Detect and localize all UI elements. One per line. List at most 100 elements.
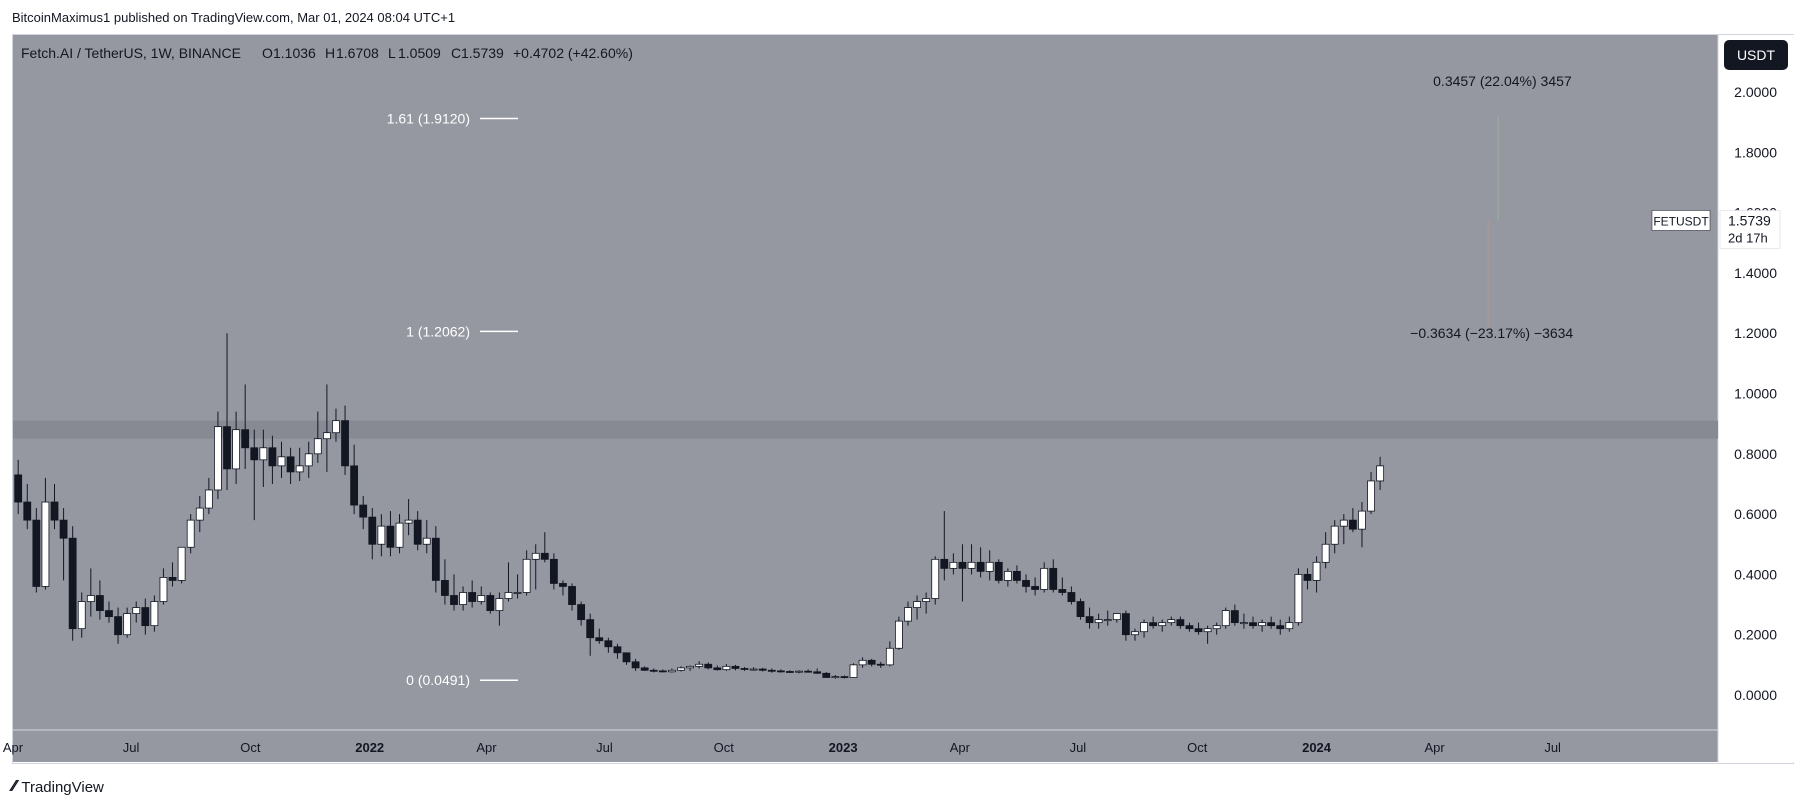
x-tick-label: Apr: [950, 740, 971, 755]
candle-bearish: [958, 561, 967, 569]
symbol-tag: [1651, 210, 1711, 231]
candle-bullish: [1221, 610, 1230, 627]
candle-bullish: [332, 420, 340, 434]
plot-background: [13, 35, 1718, 730]
candle-bearish: [32, 519, 41, 587]
candle-bearish: [804, 670, 813, 673]
y-tick-label: 1.0000: [1734, 386, 1777, 402]
price-tag-value: 1.5739: [1728, 212, 1771, 228]
candle-bullish: [150, 601, 159, 627]
candle-bearish: [1022, 580, 1030, 587]
candle-bearish: [23, 501, 32, 521]
candle-bullish: [395, 522, 404, 548]
candle-bullish: [232, 429, 240, 470]
x-tick-label: Jul: [1070, 740, 1087, 755]
candle-bullish: [1203, 628, 1212, 633]
x-tick-label: Jul: [123, 740, 140, 755]
candle-bullish: [722, 665, 731, 671]
candle-bearish: [368, 516, 377, 545]
candle-bullish: [695, 663, 704, 667]
candle-bearish: [341, 420, 349, 467]
candle-bullish: [477, 595, 486, 602]
candle-bearish: [976, 561, 985, 572]
y-tick-label: 0.6000: [1734, 506, 1777, 522]
candle-bearish: [1267, 622, 1276, 627]
candle-bullish: [1212, 625, 1221, 630]
candle-bearish: [1276, 625, 1285, 630]
candle-bullish: [531, 552, 540, 560]
candle-bullish: [1003, 570, 1012, 581]
candle-bullish: [132, 607, 141, 614]
candle-bearish: [559, 583, 567, 587]
fib-level-label: 0 (0.0491): [406, 672, 470, 688]
candle-bullish: [1294, 574, 1303, 624]
candle-bullish: [195, 507, 204, 521]
candle-bearish: [413, 519, 422, 545]
x-tick-label: Apr: [476, 740, 497, 755]
candle-bullish: [1321, 543, 1330, 563]
candle-bearish: [96, 595, 104, 611]
candle-bearish: [468, 592, 477, 602]
candle-bearish: [822, 672, 831, 678]
candle-bullish: [123, 613, 132, 636]
candle-bullish: [949, 561, 958, 569]
candle-bearish: [386, 525, 395, 548]
y-tick-label: 0.0000: [1734, 687, 1777, 703]
y-tick-label: 0.2000: [1734, 627, 1777, 643]
candle-bearish: [604, 640, 613, 648]
candle-bearish: [994, 561, 1003, 581]
x-axis-strip: [13, 730, 1794, 762]
ohlc-c-label: C: [451, 45, 461, 61]
candle-bullish: [849, 664, 858, 678]
candle-bearish: [1176, 619, 1185, 627]
publisher-line: BitcoinMaximus1 published on TradingView…: [12, 10, 456, 25]
y-tick-label: 0.8000: [1734, 446, 1777, 462]
candle-bearish: [359, 504, 368, 518]
candle-bullish: [1167, 619, 1176, 624]
ohlc-change: +0.4702 (+42.60%): [513, 45, 633, 61]
candle-bearish: [1149, 622, 1158, 627]
candle-bullish: [831, 676, 840, 679]
candle-bullish: [922, 598, 931, 602]
candle-bearish: [268, 447, 277, 467]
candle-bearish: [286, 456, 295, 473]
candle-bearish: [549, 558, 558, 584]
candle-bearish: [713, 667, 722, 671]
currency-badge[interactable]: [1724, 40, 1788, 70]
x-tick-label: Apr: [3, 740, 24, 755]
fib-level-label: 1.61 (1.9120): [387, 111, 470, 127]
candle-bearish: [613, 646, 622, 654]
candle-bullish: [504, 592, 513, 599]
candle-bullish: [522, 558, 531, 593]
candle-bullish: [77, 601, 86, 630]
candle-bullish: [1339, 519, 1348, 527]
y-tick-label: 1.4000: [1734, 265, 1777, 281]
candle-bullish: [913, 601, 921, 608]
candle-bullish: [1158, 622, 1167, 627]
candle-bearish: [241, 429, 250, 449]
candle-bullish: [1258, 622, 1266, 627]
candle-bearish: [59, 519, 68, 539]
x-tick-label: 2022: [355, 740, 384, 755]
candle-bearish: [740, 668, 749, 670]
candle-bullish: [1358, 510, 1366, 530]
candle-bullish: [295, 465, 304, 473]
candle-bearish: [1076, 601, 1085, 618]
x-tick-label: 2024: [1302, 740, 1332, 755]
fib-level-label: 1 (1.2062): [406, 323, 470, 339]
candle-bullish: [668, 669, 676, 673]
price-tag-countdown: 2d 17h: [1728, 230, 1768, 245]
ohlc-h-value: 1.6708: [336, 45, 379, 61]
candle-bullish: [313, 438, 322, 455]
candle-bullish: [1285, 622, 1294, 630]
x-tick-label: Apr: [1424, 740, 1445, 755]
ohlc-c-value: 1.5739: [461, 45, 504, 61]
y-tick-label: 0.4000: [1734, 566, 1777, 582]
candle-bearish: [840, 676, 849, 679]
candle-bullish: [1112, 613, 1121, 621]
candle-bearish: [1067, 592, 1076, 602]
candle-bearish: [14, 474, 23, 503]
candle-bearish: [250, 447, 259, 461]
candle-bullish: [259, 447, 268, 461]
